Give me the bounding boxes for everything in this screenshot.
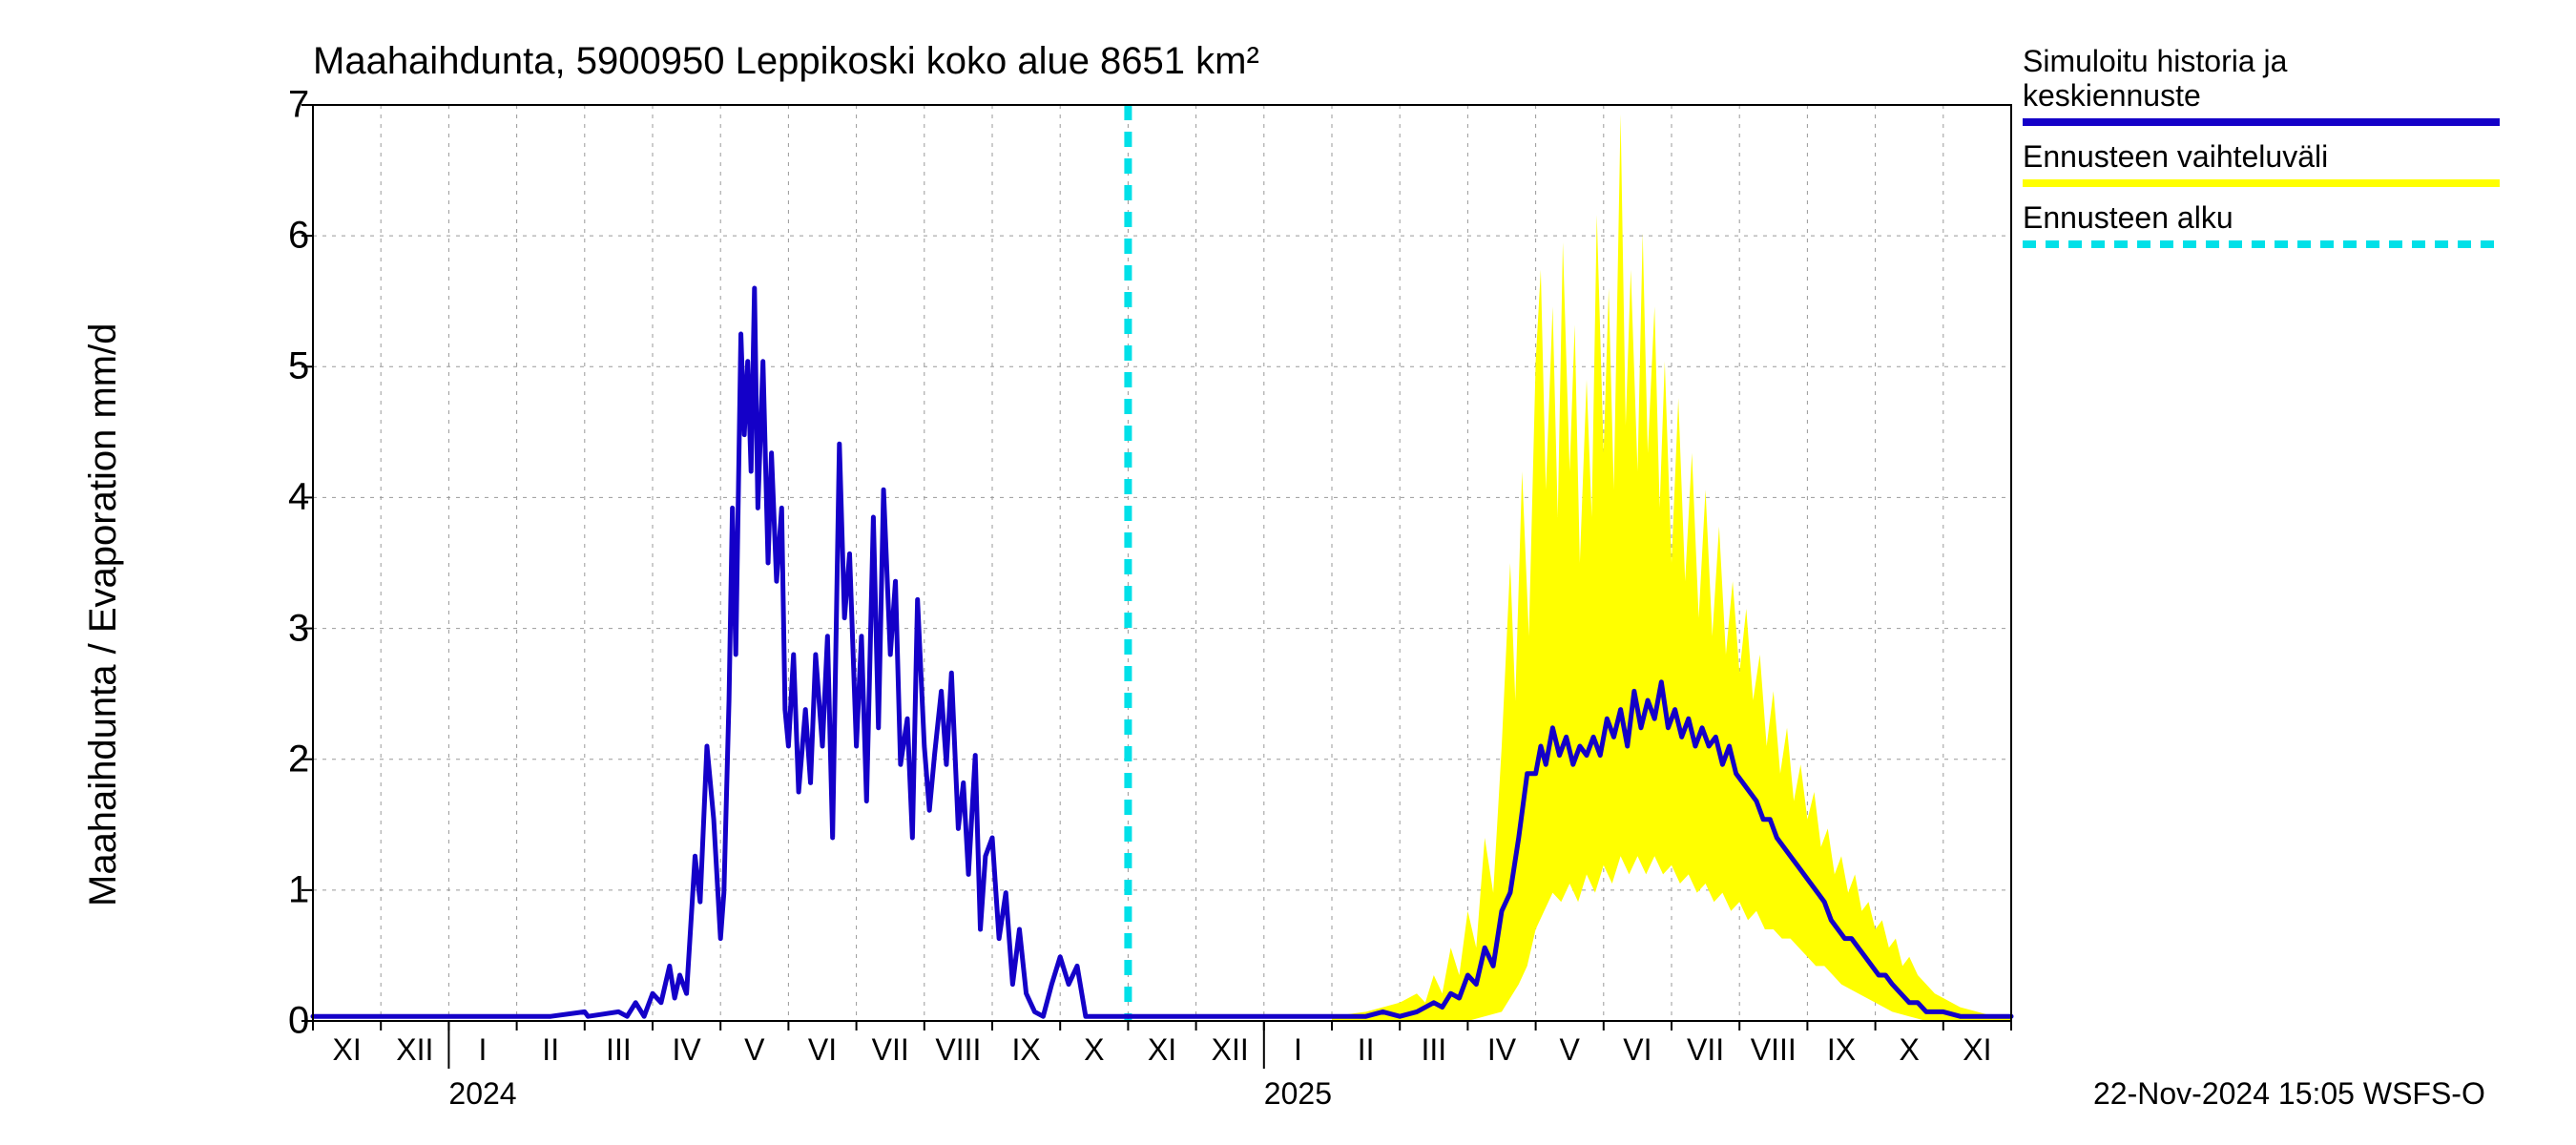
x-month-label: III [1421,1032,1446,1068]
x-month-label: XI [1148,1032,1176,1068]
legend-label: Ennusteen vaihteluväli [2023,139,2328,175]
x-month-label: VI [808,1032,837,1068]
x-month-label: VII [1687,1032,1724,1068]
x-month-label: IV [1487,1032,1516,1068]
x-month-label: VI [1623,1032,1652,1068]
year-label: 2025 [1264,1076,1332,1112]
x-month-label: VII [872,1032,909,1068]
x-month-label: II [542,1032,559,1068]
x-month-label: V [744,1032,764,1068]
x-month-label: VIII [1751,1032,1797,1068]
legend-label: Ennusteen alku [2023,200,2233,236]
x-month-label: II [1358,1032,1375,1068]
legend-line-icon [2023,177,2500,189]
x-month-label: III [606,1032,632,1068]
x-month-label: XI [1963,1032,1991,1068]
x-month-label: IX [1827,1032,1856,1068]
x-month-label: XII [396,1032,433,1068]
year-label: 2024 [448,1076,516,1112]
x-month-label: VIII [935,1032,981,1068]
legend-label: Simuloitu historia ja [2023,44,2287,79]
x-month-label: I [1294,1032,1302,1068]
legend-line-icon [2023,116,2500,128]
footer-text: 22-Nov-2024 15:05 WSFS-O [2093,1076,2485,1111]
footer-timestamp: 22-Nov-2024 15:05 WSFS-O [2093,1076,2485,1112]
x-month-label: X [1084,1032,1104,1068]
x-month-label: XII [1212,1032,1249,1068]
x-month-label: X [1900,1032,1920,1068]
x-month-label: V [1560,1032,1580,1068]
x-month-label: IX [1011,1032,1040,1068]
legend-label: keskiennuste [2023,78,2201,114]
x-month-label: XI [332,1032,361,1068]
chart-page: Maahaihdunta / Evaporation mm/d Maahaihd… [0,0,2576,1145]
legend-line-icon [2023,239,2500,250]
x-month-label: IV [672,1032,700,1068]
x-month-label: I [479,1032,488,1068]
